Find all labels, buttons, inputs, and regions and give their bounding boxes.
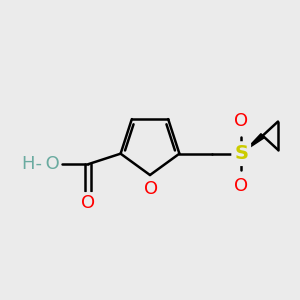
Text: O: O [234, 112, 248, 130]
Text: O: O [81, 194, 95, 211]
Text: S: S [234, 144, 248, 163]
Polygon shape [245, 134, 264, 150]
Text: O: O [144, 180, 158, 198]
Text: O: O [234, 177, 248, 195]
Text: H- O: H- O [22, 155, 59, 173]
